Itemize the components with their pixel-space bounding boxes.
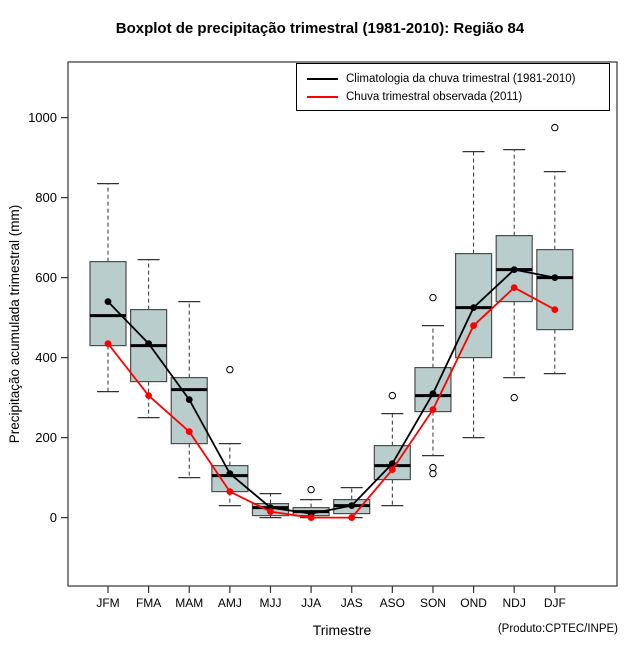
legend-box: Climatologia da chuva trimestral (1981-2… bbox=[296, 63, 610, 111]
box-DJF bbox=[536, 249, 574, 331]
climatology-point bbox=[388, 460, 396, 467]
x-tick-label: MJJ bbox=[259, 596, 281, 610]
x-tick-label: DJF bbox=[544, 596, 566, 610]
climatology-point bbox=[226, 470, 234, 477]
box-SON bbox=[414, 367, 452, 413]
climatology-line-swatch bbox=[307, 78, 338, 80]
climatology-point bbox=[104, 298, 112, 305]
legend-entry-observed: Chuva trimestral observada (2011) bbox=[297, 89, 522, 105]
legend-label-observed: Chuva trimestral observada (2011) bbox=[346, 91, 523, 103]
observed-point bbox=[267, 508, 274, 515]
y-tick-label: 200 bbox=[35, 430, 57, 445]
climatology-point bbox=[185, 396, 193, 403]
y-tick-label: 400 bbox=[35, 350, 57, 365]
observed-point bbox=[429, 406, 437, 413]
observed-point bbox=[551, 306, 559, 313]
y-axis-title: Precipitação acumulada trimestral (mm) bbox=[7, 204, 22, 444]
climatology-point bbox=[429, 390, 437, 397]
y-tick-label: 600 bbox=[35, 270, 57, 285]
x-tick-label: FMA bbox=[136, 596, 161, 610]
x-axis-title: Trimestre bbox=[312, 622, 372, 638]
observed-point bbox=[307, 514, 315, 521]
observed-point bbox=[145, 392, 153, 399]
climatology-point bbox=[510, 266, 518, 273]
x-tick-label: OND bbox=[460, 596, 487, 610]
climatology-point bbox=[145, 340, 153, 347]
climatology-point bbox=[551, 274, 559, 281]
box-AMJ bbox=[211, 465, 249, 493]
observed-point bbox=[226, 488, 234, 495]
outlier-point bbox=[226, 365, 234, 374]
y-tick-label: 1000 bbox=[28, 110, 57, 125]
x-tick-label: JFM bbox=[96, 596, 119, 610]
y-tick-label: 800 bbox=[35, 190, 57, 205]
climatology-point bbox=[470, 304, 477, 311]
x-tick-label: JJA bbox=[301, 596, 321, 610]
x-tick-label: MAM bbox=[175, 596, 203, 610]
observed-point bbox=[470, 322, 477, 329]
legend-entry-climatology: Climatologia da chuva trimestral (1981-2… bbox=[297, 71, 575, 87]
outlier-point bbox=[388, 391, 397, 400]
y-tick-label: 0 bbox=[50, 510, 57, 525]
x-tick-label: SON bbox=[420, 596, 446, 610]
observed-line bbox=[107, 286, 556, 519]
x-tick-label: AMJ bbox=[218, 596, 242, 610]
outlier-point bbox=[307, 485, 315, 494]
chart-title: Boxplot de precipitação trimestral (1981… bbox=[115, 20, 525, 37]
outlier-point bbox=[551, 123, 559, 132]
x-tick-label: NDJ bbox=[503, 596, 526, 610]
legend-label-climatology: Climatologia da chuva trimestral (1981-2… bbox=[346, 73, 576, 85]
observed-point bbox=[510, 284, 518, 291]
outlier-point bbox=[429, 463, 437, 472]
observed-point bbox=[185, 428, 193, 435]
x-tick-label: ASO bbox=[380, 596, 405, 610]
x-tick-label: JAS bbox=[341, 596, 363, 610]
plot-frame bbox=[67, 61, 618, 587]
outlier-point bbox=[429, 469, 437, 478]
observed-point bbox=[388, 466, 396, 473]
climatology-line bbox=[107, 268, 555, 515]
observed-point bbox=[104, 340, 112, 347]
producer-note: (Produto:CPTEC/INPE) bbox=[497, 623, 618, 635]
observed-line-swatch bbox=[307, 96, 338, 98]
outlier-point bbox=[429, 293, 437, 302]
climatology-point bbox=[348, 502, 356, 509]
outlier-point bbox=[510, 393, 518, 402]
observed-point bbox=[348, 514, 356, 521]
